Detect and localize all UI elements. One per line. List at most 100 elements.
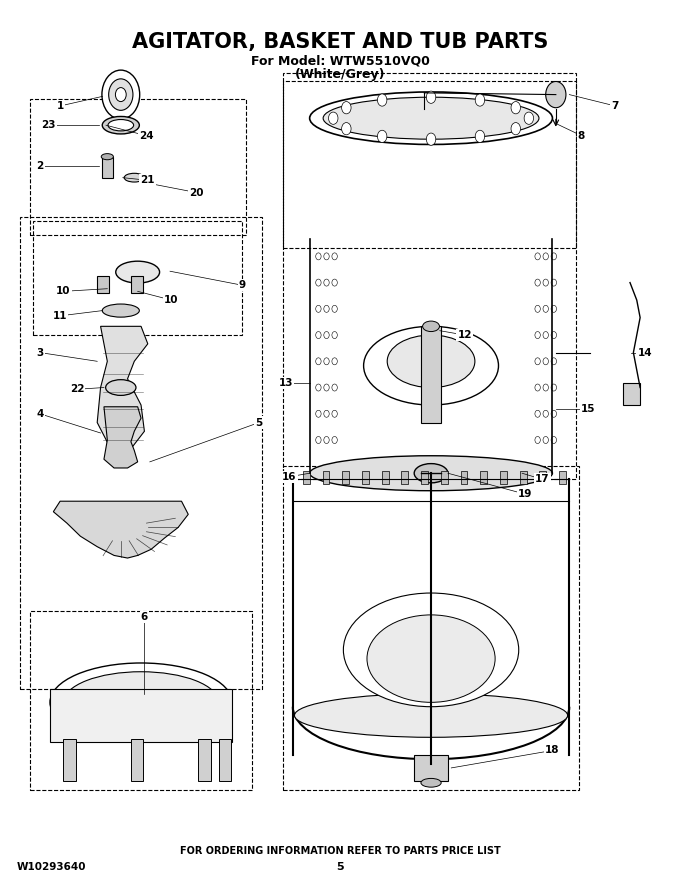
Circle shape xyxy=(543,384,548,391)
Bar xyxy=(362,472,369,484)
Ellipse shape xyxy=(364,326,498,405)
Circle shape xyxy=(316,305,321,312)
Circle shape xyxy=(546,82,566,107)
Circle shape xyxy=(316,358,321,365)
Text: 11: 11 xyxy=(53,311,67,321)
Bar xyxy=(381,472,388,484)
Ellipse shape xyxy=(102,116,139,134)
Circle shape xyxy=(475,130,485,143)
Circle shape xyxy=(426,92,436,103)
Ellipse shape xyxy=(422,321,439,332)
Text: 18: 18 xyxy=(545,745,560,755)
Text: AGITATOR, BASKET AND TUB PARTS: AGITATOR, BASKET AND TUB PARTS xyxy=(132,33,548,52)
Circle shape xyxy=(332,253,337,260)
Circle shape xyxy=(543,436,548,444)
Circle shape xyxy=(475,94,485,106)
Bar xyxy=(624,383,640,405)
Bar xyxy=(559,472,566,484)
Bar xyxy=(30,611,252,789)
Text: 5: 5 xyxy=(256,417,262,428)
Bar xyxy=(441,472,447,484)
Bar xyxy=(199,739,211,781)
Text: 5: 5 xyxy=(336,862,344,872)
Ellipse shape xyxy=(63,671,218,733)
Circle shape xyxy=(341,101,351,114)
Circle shape xyxy=(377,94,387,106)
Bar xyxy=(303,472,309,484)
Ellipse shape xyxy=(294,693,568,737)
Text: 8: 8 xyxy=(578,131,585,141)
Bar xyxy=(480,472,487,484)
Circle shape xyxy=(543,332,548,339)
Text: W10293640: W10293640 xyxy=(16,862,86,872)
Text: 22: 22 xyxy=(70,385,84,394)
Text: For Model: WTW5510VQ0: For Model: WTW5510VQ0 xyxy=(250,55,430,68)
Ellipse shape xyxy=(102,304,139,317)
Circle shape xyxy=(324,305,329,312)
Circle shape xyxy=(377,130,387,143)
Bar xyxy=(520,472,526,484)
Circle shape xyxy=(543,305,548,312)
Bar xyxy=(460,472,467,484)
Circle shape xyxy=(332,332,337,339)
Circle shape xyxy=(543,410,548,417)
Circle shape xyxy=(332,358,337,365)
Ellipse shape xyxy=(387,335,475,387)
Text: 20: 20 xyxy=(189,187,203,197)
Circle shape xyxy=(316,279,321,286)
Circle shape xyxy=(324,358,329,365)
Circle shape xyxy=(332,410,337,417)
Polygon shape xyxy=(53,502,188,558)
Ellipse shape xyxy=(414,464,448,483)
Bar xyxy=(131,275,143,293)
Bar xyxy=(401,472,408,484)
Circle shape xyxy=(551,279,556,286)
Circle shape xyxy=(332,436,337,444)
Circle shape xyxy=(535,410,541,417)
Circle shape xyxy=(524,112,534,124)
Text: 4: 4 xyxy=(36,409,44,419)
Circle shape xyxy=(332,279,337,286)
Circle shape xyxy=(324,279,329,286)
Bar xyxy=(30,99,245,234)
Bar xyxy=(20,217,262,689)
Circle shape xyxy=(535,279,541,286)
Circle shape xyxy=(316,410,321,417)
Polygon shape xyxy=(104,407,141,468)
Text: 10: 10 xyxy=(56,286,71,297)
Circle shape xyxy=(551,332,556,339)
Circle shape xyxy=(543,279,548,286)
Ellipse shape xyxy=(343,593,519,707)
Ellipse shape xyxy=(101,154,114,160)
Circle shape xyxy=(535,305,541,312)
Bar xyxy=(131,739,143,781)
Text: 16: 16 xyxy=(282,472,296,481)
Circle shape xyxy=(535,436,541,444)
Circle shape xyxy=(341,122,351,135)
Circle shape xyxy=(535,358,541,365)
Text: 13: 13 xyxy=(279,378,293,388)
Text: 17: 17 xyxy=(535,474,549,484)
Bar xyxy=(33,222,242,335)
Bar xyxy=(283,466,579,789)
Circle shape xyxy=(535,332,541,339)
Circle shape xyxy=(511,122,520,135)
Circle shape xyxy=(324,384,329,391)
Circle shape xyxy=(109,79,133,110)
Text: 6: 6 xyxy=(141,612,148,621)
Circle shape xyxy=(324,332,329,339)
Circle shape xyxy=(332,384,337,391)
Circle shape xyxy=(328,112,338,124)
Text: 24: 24 xyxy=(139,131,154,141)
Circle shape xyxy=(551,253,556,260)
Bar xyxy=(421,472,428,484)
Ellipse shape xyxy=(309,456,552,491)
Bar xyxy=(283,82,576,480)
Bar xyxy=(283,73,576,247)
Ellipse shape xyxy=(323,97,539,139)
Ellipse shape xyxy=(108,120,133,131)
Circle shape xyxy=(332,305,337,312)
Circle shape xyxy=(116,88,126,101)
Circle shape xyxy=(102,70,139,119)
Text: 15: 15 xyxy=(581,405,596,414)
